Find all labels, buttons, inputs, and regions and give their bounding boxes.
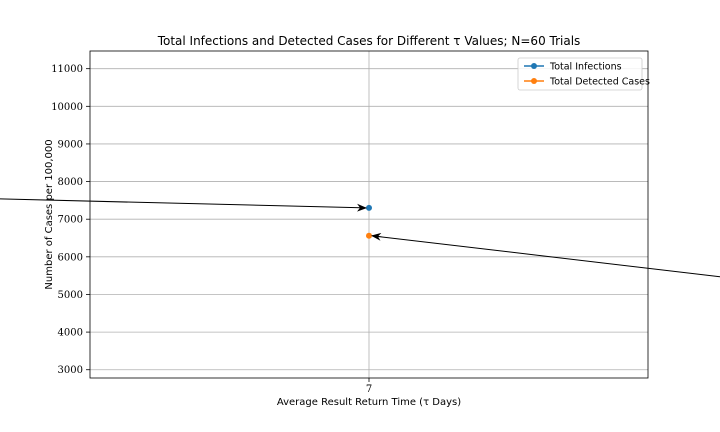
legend-label: Total Infections: [549, 62, 622, 73]
series-1: [366, 232, 372, 239]
y-tick-label: 6000: [58, 252, 83, 263]
x-tick-label: 7: [366, 384, 372, 395]
axis-ticks: 3000 4000 5000 6000 7000 8000 9000 10000 11000 7: [51, 64, 372, 395]
y-tick-label: 5000: [58, 290, 83, 301]
y-tick-label: 11000: [51, 64, 83, 75]
legend-label: Total Detected Cases: [549, 77, 650, 88]
x-axis-label: Average Result Return Time (τ Days): [277, 397, 461, 408]
annotations: [0, 198, 720, 278]
annotation-arrow: [371, 232, 720, 278]
y-tick-label: 8000: [58, 177, 83, 188]
y-tick-label: 10000: [51, 102, 83, 113]
y-axis-label: Number of Cases per 100,000: [44, 139, 55, 289]
legend-box: [517, 57, 643, 91]
y-tick-label: 7000: [58, 215, 83, 226]
annotation-arrow: [0, 198, 367, 212]
y-tick-label: 9000: [58, 139, 83, 150]
grid-lines: [90, 51, 648, 378]
series-0: [366, 204, 372, 211]
legend-marker: [531, 63, 537, 69]
data-point: [366, 204, 372, 211]
chart-title: Total Infections and Detected Cases for …: [157, 34, 581, 48]
y-tick-label: 4000: [58, 328, 83, 339]
y-tick-label: 3000: [58, 365, 83, 376]
data-series: [366, 204, 372, 239]
legend-marker: [531, 78, 537, 84]
data-point: [366, 232, 372, 239]
legend: Total Infections Total Detected Cases: [517, 57, 650, 91]
